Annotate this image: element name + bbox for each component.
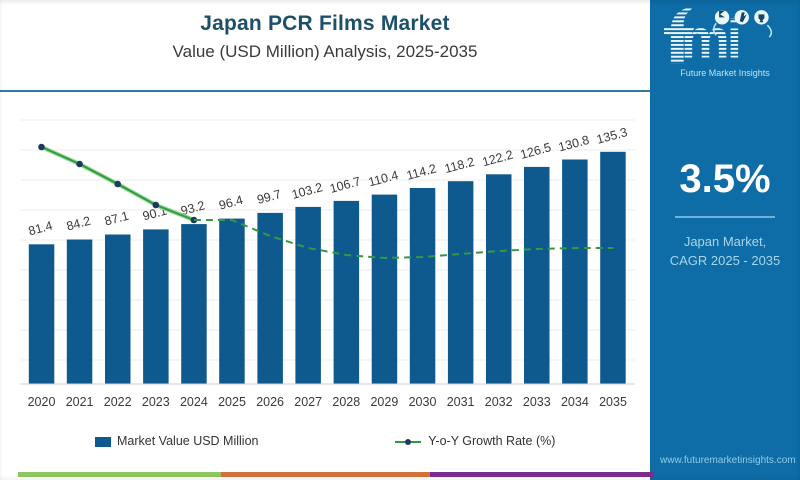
svg-text:135.3: 135.3: [595, 125, 629, 147]
svg-text:126.5: 126.5: [519, 140, 553, 162]
svg-text:87.1: 87.1: [103, 209, 130, 229]
svg-text:2032: 2032: [485, 395, 513, 409]
svg-text:2030: 2030: [409, 395, 437, 409]
svg-text:2023: 2023: [142, 395, 170, 409]
svg-text:2021: 2021: [66, 395, 94, 409]
svg-text:2026: 2026: [256, 395, 284, 409]
svg-text:2028: 2028: [332, 395, 360, 409]
svg-text:2033: 2033: [523, 395, 551, 409]
svg-text:2025: 2025: [218, 395, 246, 409]
svg-text:2020: 2020: [28, 395, 56, 409]
svg-text:81.4: 81.4: [27, 219, 54, 239]
svg-text:130.8: 130.8: [557, 133, 591, 155]
svg-text:2024: 2024: [180, 395, 208, 409]
svg-text:2022: 2022: [104, 395, 132, 409]
svg-text:110.4: 110.4: [367, 168, 400, 189]
svg-text:84.2: 84.2: [65, 214, 92, 234]
svg-text:122.2: 122.2: [481, 148, 515, 170]
svg-text:mi: mi: [681, 8, 739, 70]
svg-text:103.2: 103.2: [290, 180, 324, 202]
svg-text:2035: 2035: [599, 395, 627, 409]
svg-text:2031: 2031: [447, 395, 475, 409]
svg-text:2034: 2034: [561, 395, 589, 409]
svg-text:106.7: 106.7: [328, 174, 362, 196]
svg-text:2027: 2027: [294, 395, 322, 409]
svg-text:118.2: 118.2: [443, 155, 476, 176]
svg-text:99.7: 99.7: [255, 187, 282, 207]
svg-text:2029: 2029: [370, 395, 398, 409]
